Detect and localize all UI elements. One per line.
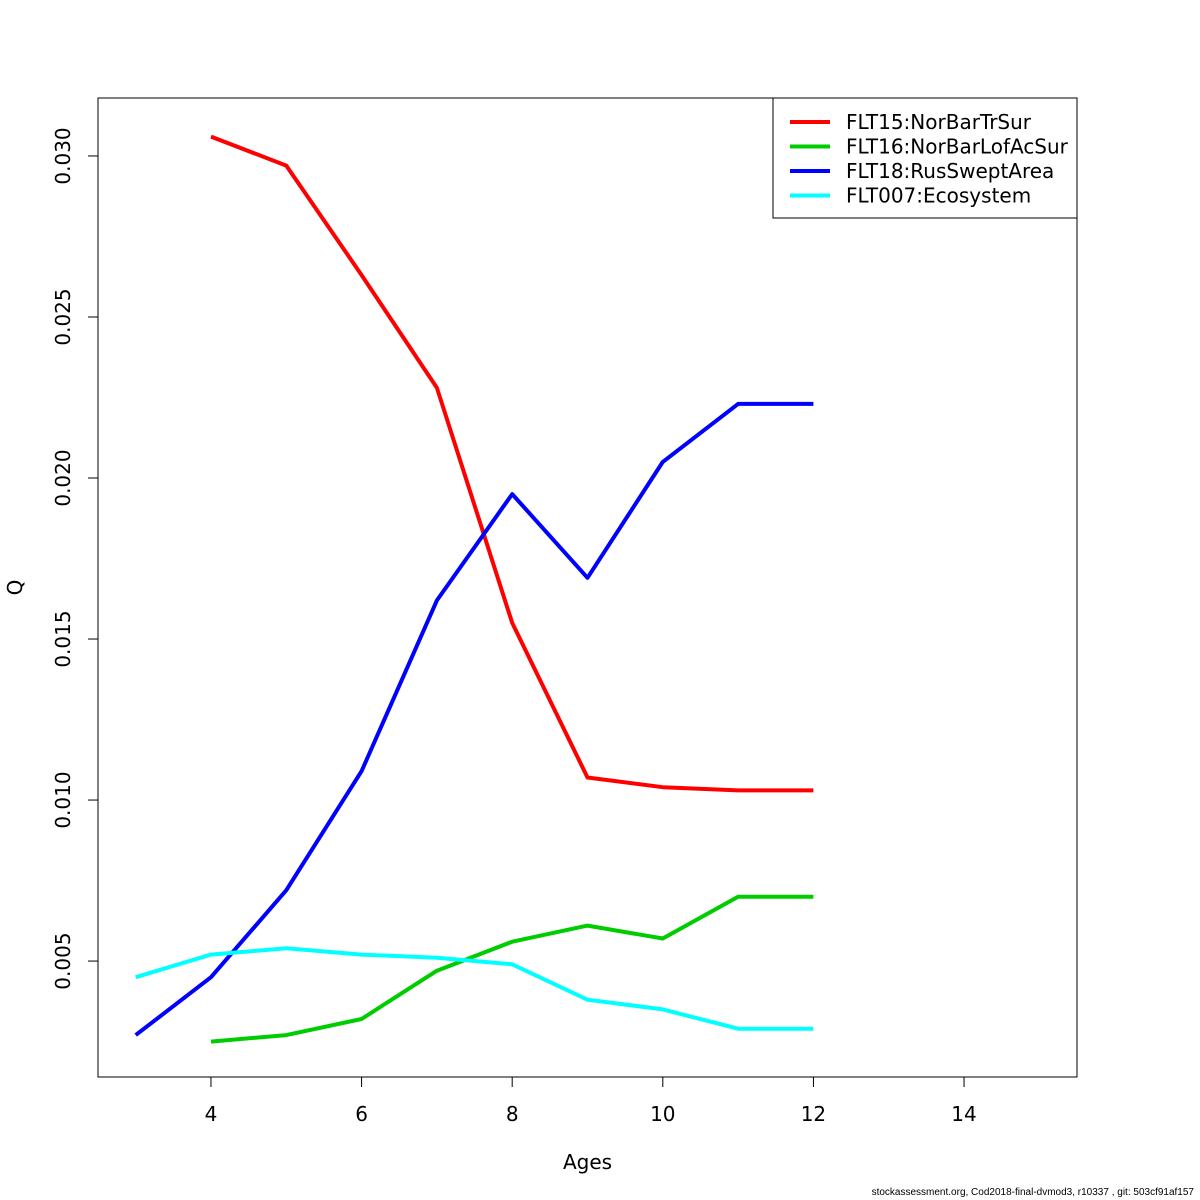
- x-tick-label: 4: [205, 1102, 218, 1126]
- plot-frame: [97, 97, 1078, 1078]
- legend-label: FLT18:RusSweptArea: [846, 159, 1054, 183]
- x-tick-label: 10: [650, 1102, 675, 1126]
- x-tick-label: 8: [506, 1102, 519, 1126]
- series-layer: [134, 134, 814, 1044]
- y-tick-label: 0.030: [51, 127, 75, 184]
- series-line-2: [134, 401, 814, 1037]
- legend-label: FLT007:Ecosystem: [846, 184, 1031, 208]
- footer-source-text: stockassessment.org, Cod2018-final-dvmod…: [871, 1187, 1194, 1198]
- y-tick-label: 0.020: [51, 449, 75, 506]
- y-axis: 0.005 0.010 0.015 0.020 0.025 0.030: [51, 127, 99, 990]
- y-tick-label: 0.025: [51, 288, 75, 345]
- series-line-3: [135, 946, 814, 1031]
- x-tick-label: 12: [801, 1102, 826, 1126]
- y-tick-label: 0.010: [51, 771, 75, 828]
- legend-box: [772, 97, 1078, 219]
- y-tick-label: 0.015: [51, 610, 75, 667]
- legend-label: FLT16:NorBarLofAcSur: [846, 135, 1069, 159]
- series-line-1: [210, 894, 814, 1044]
- series-line-0: [210, 134, 814, 793]
- x-axis-label: Ages: [563, 1150, 612, 1174]
- legend-label: FLT15:NorBarTrSur: [846, 110, 1032, 134]
- legend: FLT15:NorBarTrSurFLT16:NorBarLofAcSurFLT…: [772, 97, 1078, 219]
- y-axis-label: Q: [3, 580, 27, 596]
- x-axis: 4 6 8 10 12 14: [205, 1076, 977, 1126]
- x-tick-label: 14: [951, 1102, 976, 1126]
- y-tick-label: 0.005: [51, 932, 75, 989]
- x-tick-label: 6: [355, 1102, 368, 1126]
